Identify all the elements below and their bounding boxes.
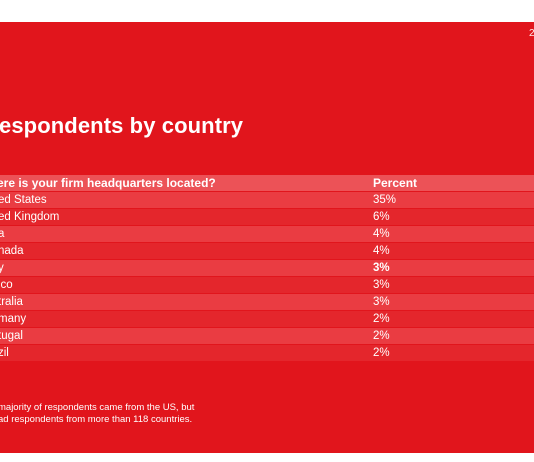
country-cell: zil: [0, 345, 9, 361]
page-number: 2: [529, 28, 534, 39]
footnote: majority of respondents came from the US…: [0, 402, 194, 426]
country-cell: a: [0, 226, 4, 242]
table-header-row: ere is your firm headquarters located? P…: [0, 175, 534, 192]
slide-title: espondents by country: [0, 113, 243, 139]
header-country: ere is your firm headquarters located?: [0, 175, 216, 191]
percent-cell: 4%: [373, 243, 390, 259]
percent-cell: 2%: [373, 311, 390, 327]
table-row: nada 4%: [0, 243, 534, 260]
percent-cell: 35%: [373, 192, 396, 208]
table-row: ico 3%: [0, 277, 534, 294]
country-cell: ico: [0, 277, 13, 293]
country-cell: y: [0, 260, 4, 276]
percent-cell: 3%: [373, 260, 390, 276]
percent-cell: 2%: [373, 345, 390, 361]
table-row: tralia 3%: [0, 294, 534, 311]
table-row: many 2%: [0, 311, 534, 328]
percent-cell: 6%: [373, 209, 390, 225]
percent-cell: 3%: [373, 294, 390, 310]
country-cell: nada: [0, 243, 24, 259]
footnote-line: majority of respondents came from the US…: [0, 402, 194, 414]
table-row: ed States 35%: [0, 192, 534, 209]
table-row: y 3%: [0, 260, 534, 277]
country-cell: tugal: [0, 328, 23, 344]
percent-cell: 4%: [373, 226, 390, 242]
percent-cell: 3%: [373, 277, 390, 293]
table-row: tugal 2%: [0, 328, 534, 345]
respondents-table: ere is your firm headquarters located? P…: [0, 175, 534, 362]
percent-cell: 2%: [373, 328, 390, 344]
slide: 2 espondents by country ere is your firm…: [0, 22, 534, 453]
country-cell: many: [0, 311, 26, 327]
country-cell: ed Kingdom: [0, 209, 59, 225]
country-cell: tralia: [0, 294, 23, 310]
country-cell: ed States: [0, 192, 47, 208]
table-row: a 4%: [0, 226, 534, 243]
footnote-line: ad respondents from more than 118 countr…: [0, 414, 194, 426]
table-row: ed Kingdom 6%: [0, 209, 534, 226]
table-row: zil 2%: [0, 345, 534, 362]
header-percent: Percent: [373, 175, 417, 191]
